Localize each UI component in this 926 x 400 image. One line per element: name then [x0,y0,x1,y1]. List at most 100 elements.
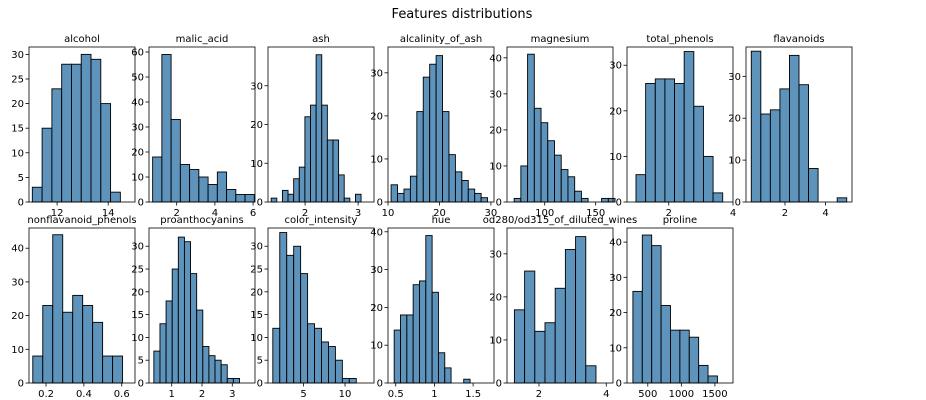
histogram-bar [435,55,443,203]
x-tick-label: 0.6 [114,389,130,400]
histogram-bar [159,323,167,384]
histogram-bar [393,329,401,384]
x-tick-label: 3 [355,208,361,219]
histogram-bar [196,309,204,384]
x-tick-label: 2 [782,208,788,219]
histogram-bar [90,58,102,203]
x-tick-label: 0.4 [76,389,92,400]
histogram-bar [307,323,315,384]
y-tick-label: 20 [489,292,502,303]
histogram-bar [321,341,329,384]
y-tick-label: 10 [370,341,383,352]
histogram-bar [607,197,616,203]
x-tick-label: 6 [250,208,256,219]
histogram-bar [310,104,317,203]
histogram-bar [632,290,643,384]
histogram-bar [232,377,240,384]
y-tick-label: 30 [489,89,502,100]
histogram-bar [334,359,343,384]
y-tick-label: 0 [616,379,622,390]
y-tick-label: 0 [18,198,24,209]
histogram-bar [779,88,790,203]
y-tick-label: 0 [377,379,383,390]
histogram-bar [641,234,653,384]
y-tick-label: 10 [728,156,741,167]
histogram-bar [61,63,72,203]
histogram-color-intensity: color_intensity 5 10 0 5 10 15 20 25 30 [250,215,375,400]
y-tick-label: 30 [609,61,622,72]
histogram-bar [179,164,191,203]
subplot-title: proline [663,215,697,226]
y-tick-label: 30 [11,277,24,288]
histogram-bar [300,273,309,384]
histogram-bar [585,365,597,384]
histogram-bar [70,63,82,203]
histogram-bar [422,76,431,203]
x-tick-label: 4 [730,208,736,219]
histogram-bar [534,330,546,384]
axes-frame [387,46,495,203]
x-tick-label: 20 [433,208,446,219]
y-tick-label: 15 [250,310,263,321]
y-tick-label: 20 [609,106,622,117]
subplot-title: alcalinity_of_ash [400,34,482,45]
x-tick-label: 14 [102,208,115,219]
histogram-bar [328,346,336,384]
y-tick-label: 0 [257,379,263,390]
axes-frame [626,46,734,203]
x-tick-label: 4 [212,208,218,219]
histogram-bar [321,104,328,203]
histogram-bar [683,51,695,203]
axes-frame [28,227,136,384]
y-tick-label: 30 [489,249,502,260]
histogram-bar [547,140,555,203]
y-tick-label: 0 [18,379,24,390]
histogram-bar [326,139,334,203]
histogram-bar [674,83,685,203]
histogram-bar [171,268,179,384]
y-tick-label: 0 [138,379,144,390]
y-tick-label: 40 [609,238,622,249]
histogram-bar [293,178,300,203]
x-tick-label: 30 [485,208,498,219]
y-tick-label: 10 [250,159,263,170]
x-tick-label: 5 [300,389,306,400]
x-tick-label: 1000 [669,389,694,400]
x-tick-label: 1500 [702,389,727,400]
histogram-bar [560,169,569,203]
y-tick-label: 40 [11,244,24,255]
histogram-bar [688,336,700,384]
histogram-bar [235,194,246,203]
histogram-bar [216,171,228,203]
histogram-bar [153,350,161,384]
y-tick-label: 30 [370,265,383,276]
histogram-bar [92,321,104,384]
y-tick-label: 40 [370,227,383,238]
y-tick-label: 5 [138,356,144,367]
histogram-bar [760,113,771,203]
x-tick-label: 500 [638,389,657,400]
histogram-bar [463,378,471,384]
x-tick-label: 4 [822,208,828,219]
x-tick-label: 10 [382,208,395,219]
histogram-bar [100,103,112,203]
histogram-bar [679,329,690,384]
y-tick-label: 30 [131,123,144,134]
y-tick-label: 0 [257,198,263,209]
histogram-bar [480,197,489,203]
histogram-bar [31,186,43,203]
histogram-bar [214,359,222,384]
x-tick-label: 2 [302,208,308,219]
axes-frame [267,227,375,384]
histogram-bar [332,139,340,203]
y-tick-label: 20 [370,303,383,314]
histogram-bar [712,192,724,203]
histogram-bar [448,154,456,203]
y-tick-label: 20 [489,125,502,136]
histogram-bar [635,174,647,203]
